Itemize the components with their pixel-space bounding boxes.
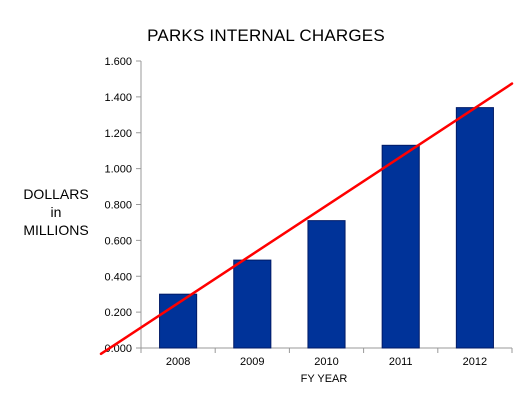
x-tick-label: 2008	[166, 356, 190, 368]
y-tick-label: 0.600	[104, 235, 132, 247]
y-tick-label: 1.600	[104, 56, 132, 68]
x-tick-label: 2012	[463, 356, 487, 368]
chart-title: PARKS INTERNAL CHARGES	[147, 26, 385, 45]
bar-2010	[307, 220, 346, 349]
y-axis-label: DOLLARS in MILLIONS	[23, 186, 89, 238]
bar-2009	[233, 259, 272, 349]
trendline	[99, 82, 514, 356]
y-tick-label: 1.400	[104, 92, 132, 104]
x-axis-label: FY YEAR	[300, 373, 348, 385]
x-tick-label: 2009	[240, 356, 264, 368]
bar-2012	[455, 107, 494, 349]
y-tick-label: 0.400	[104, 271, 132, 283]
bar-2011	[381, 144, 420, 349]
y-tick-label: 0.800	[104, 200, 132, 212]
x-tick-label: 2011	[389, 356, 413, 368]
y-tick-label: 0.200	[104, 307, 132, 319]
x-tick-label: 2010	[314, 356, 338, 368]
y-tick-label: 1.200	[104, 128, 132, 140]
y-tick-label: 1.000	[104, 164, 132, 176]
